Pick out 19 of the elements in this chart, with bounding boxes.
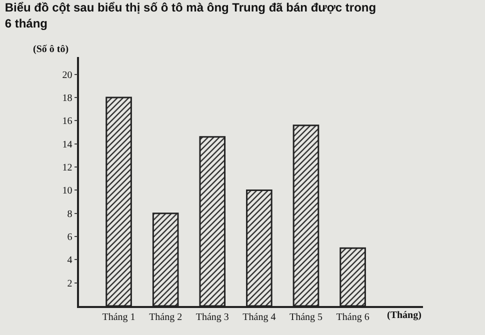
y-tick-label: 16 <box>62 116 72 128</box>
x-tick-label: Tháng 5 <box>289 312 323 323</box>
y-tick-label: 8 <box>67 208 72 220</box>
y-tick-label: 4 <box>67 255 72 266</box>
y-tick-label: 12 <box>62 162 72 174</box>
x-tick-label: Tháng 4 <box>242 312 276 323</box>
y-tick-label: 14 <box>62 139 72 150</box>
y-tick-label: 20 <box>62 70 72 81</box>
chart-title: Biểu đồ cột sau biểu thị số ô tô mà ông Trung đã bán được trong 6 tháng <box>4 0 376 30</box>
x-tick-label: Tháng 2 <box>149 312 182 323</box>
y-axis-title: (Số ô tô) <box>33 44 69 55</box>
y-tick-label: 10 <box>62 186 72 197</box>
y-tick-label: 2 <box>67 278 72 290</box>
y-tick-label: 18 <box>62 93 72 104</box>
y-tick-label: 6 <box>67 232 72 244</box>
x-tick-label: Tháng 1 <box>102 312 136 323</box>
x-tick-label: Tháng 6 <box>336 312 370 323</box>
x-tick-label: Tháng 3 <box>196 312 229 323</box>
x-axis-title: (Tháng) <box>387 310 422 321</box>
